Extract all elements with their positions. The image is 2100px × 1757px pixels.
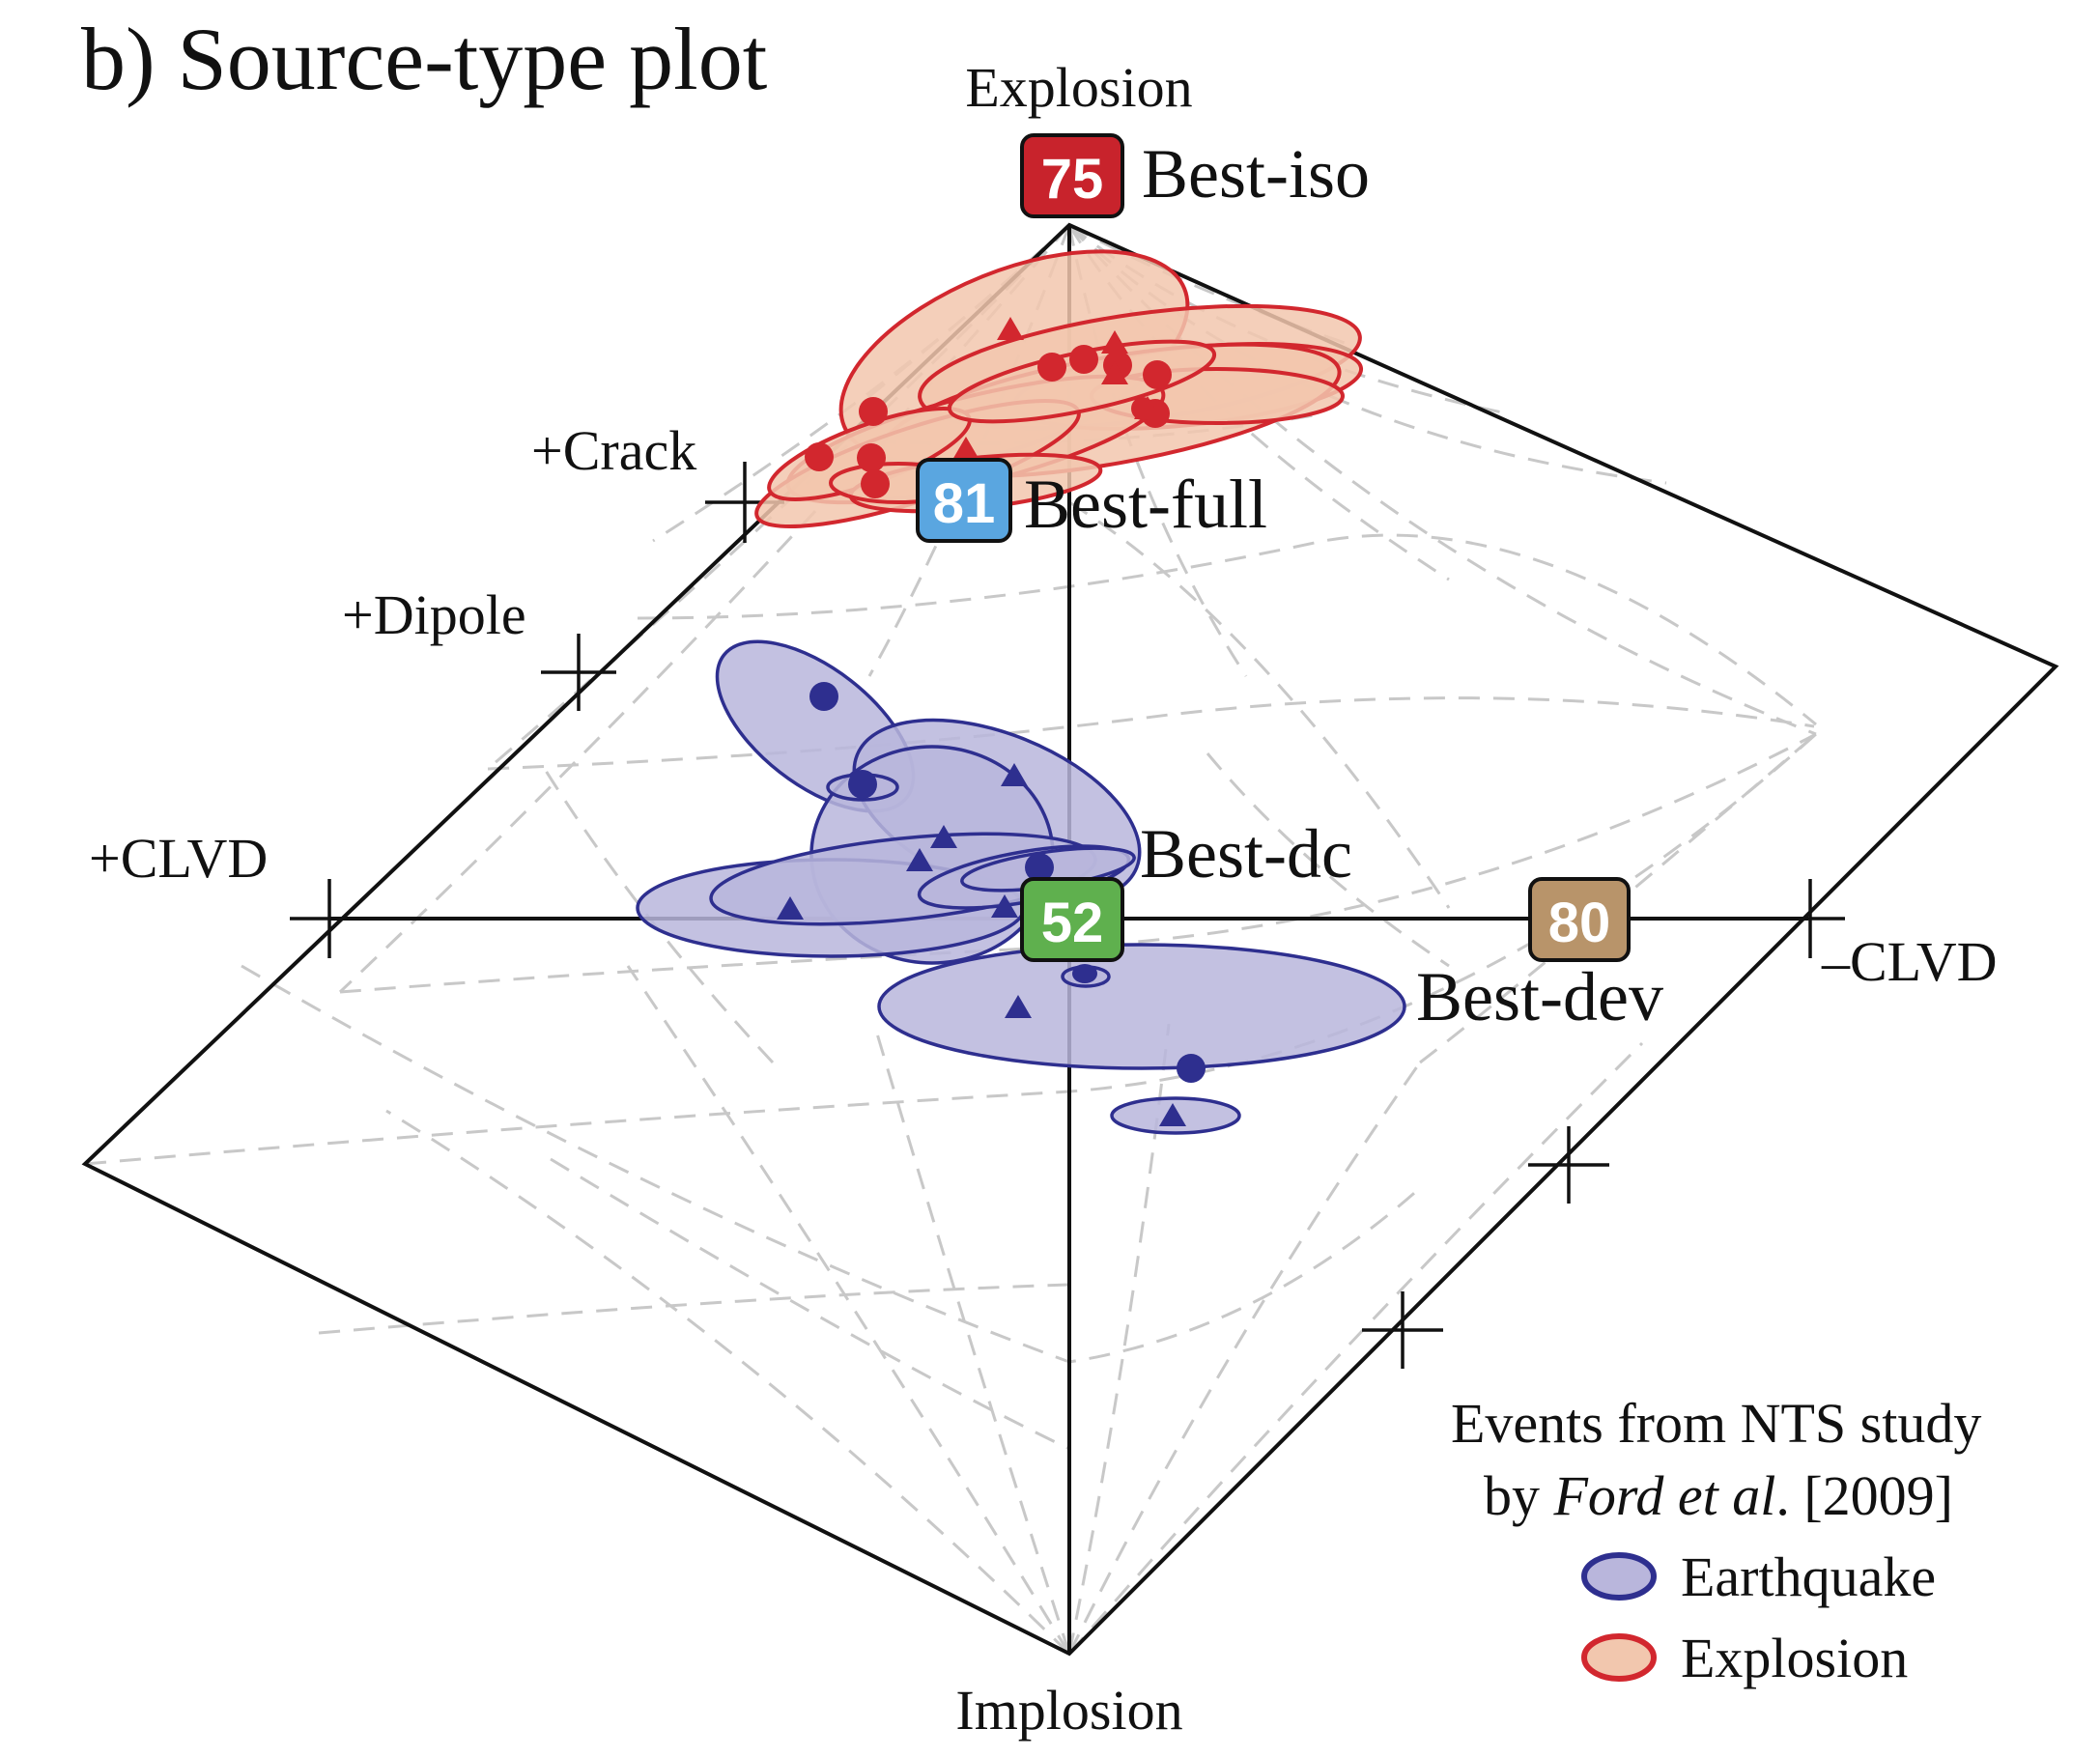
legend-earthquake-label: Earthquake: [1681, 1545, 1936, 1608]
legend-heading-by: by: [1484, 1464, 1554, 1527]
legend-heading-author: Ford et al: [1553, 1464, 1776, 1527]
best-full-number: 81: [933, 472, 996, 535]
legend-explosion-swatch: [1581, 1633, 1657, 1682]
label-plus-clvd: +CLVD: [89, 827, 268, 890]
best-full-marker: 81 Best-full: [916, 458, 1267, 543]
figure-title: b) Source-type plot: [81, 10, 768, 108]
best-dc-label: Best-dc: [1140, 815, 1352, 893]
legend-heading-year: . [2009]: [1775, 1464, 1953, 1527]
explosion-ellipses: [754, 249, 1364, 529]
tick-crosses: [290, 462, 1845, 1369]
label-implosion-vertex: Implosion: [955, 1679, 1182, 1742]
best-iso-number: 75: [1041, 148, 1104, 211]
best-dev-marker: 80 Best-dev: [1416, 877, 1663, 1035]
best-iso-marker: 75 Best-iso: [1020, 133, 1370, 218]
earthquake-ellipses: [636, 639, 1406, 1135]
label-explosion-vertex: Explosion: [965, 56, 1192, 119]
legend-heading-line2: by Ford et al. [2009]: [1484, 1464, 1953, 1527]
legend-heading-line1: Events from NTS study: [1451, 1392, 1981, 1455]
legend-earthquake-swatch: [1581, 1552, 1657, 1601]
label-plus-dipole: +Dipole: [342, 583, 526, 646]
best-dc-marker: 52 Best-dc: [1020, 815, 1352, 962]
explosion-markers: [805, 317, 1172, 498]
best-iso-label: Best-iso: [1142, 135, 1370, 213]
legend: Events from NTS study by Ford et al. [20…: [1451, 1392, 1981, 1689]
earthquake-markers: [777, 682, 1206, 1126]
legend-explosion-label: Explosion: [1681, 1627, 1908, 1689]
best-full-label: Best-full: [1024, 466, 1267, 543]
label-plus-crack: +Crack: [531, 419, 696, 482]
best-dev-label: Best-dev: [1416, 958, 1663, 1035]
best-dc-number: 52: [1041, 892, 1104, 954]
label-minus-clvd: –CLVD: [1821, 930, 1998, 993]
best-dev-number: 80: [1548, 892, 1611, 954]
